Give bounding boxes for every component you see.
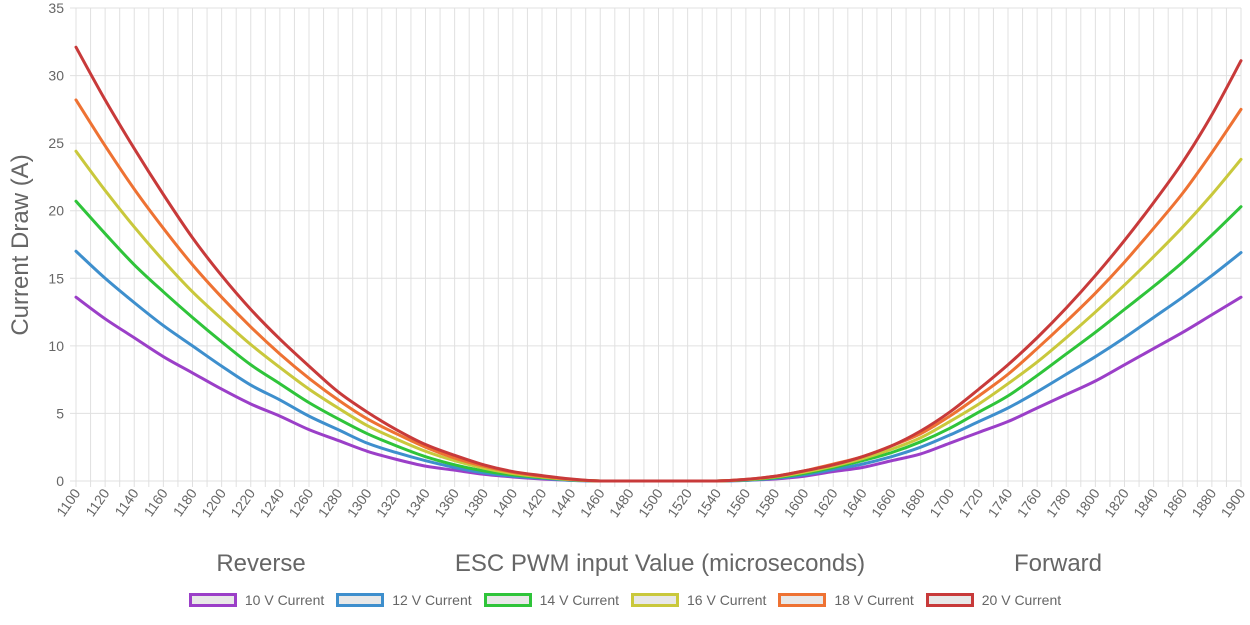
x-tick-label: 1620: [810, 485, 841, 520]
x-tick-label: 1300: [344, 485, 375, 520]
x-tick-label: 1880: [1188, 485, 1219, 520]
y-tick-label: 35: [48, 0, 64, 16]
x-tick-label: 1360: [431, 485, 462, 520]
x-tick-label: 1660: [868, 485, 899, 520]
x-tick-label: 1200: [198, 485, 229, 520]
x-tick-label: 1280: [315, 485, 346, 520]
x-tick-label: 1380: [460, 485, 491, 520]
x-tick-label: 1480: [606, 485, 637, 520]
forward-annotation: Forward: [1014, 550, 1102, 577]
legend-label: 18 V Current: [834, 592, 914, 608]
x-tick-label: 1600: [781, 485, 812, 520]
y-tick-label: 0: [56, 473, 64, 489]
x-tick-label: 1520: [664, 485, 695, 520]
x-tick-label: 1560: [722, 485, 753, 520]
legend-swatch: [188, 593, 237, 607]
x-tick-label: 1820: [1101, 485, 1132, 520]
legend-label: 14 V Current: [539, 592, 619, 608]
legend-swatch: [336, 593, 385, 607]
x-tick-label: 1140: [111, 485, 141, 519]
legend-item[interactable]: 20 V Current: [925, 592, 1062, 608]
y-tick-label: 25: [48, 135, 64, 151]
legend-item[interactable]: 16 V Current: [631, 592, 766, 608]
legend-label: 10 V Current: [244, 592, 325, 608]
x-tick-label: 1500: [635, 485, 666, 520]
legend-item[interactable]: 18 V Current: [778, 592, 914, 608]
y-tick-labels: 0 5 10 15 20 25 30 35: [48, 0, 64, 489]
x-tick-label: 1800: [1072, 485, 1103, 520]
x-tick-label: 1440: [548, 485, 579, 520]
x-tick-label: 1900: [1217, 485, 1248, 520]
x-tick-label: 1120: [82, 485, 112, 519]
legend-label: 20 V Current: [981, 592, 1062, 608]
x-tick-label: 1680: [897, 485, 928, 520]
y-tick-label: 30: [48, 68, 64, 84]
x-tick-label: 1260: [285, 485, 316, 520]
grid: [70, 7, 1242, 487]
x-tick-label: 1720: [955, 485, 986, 520]
y-tick-label: 5: [56, 405, 64, 421]
x-tick-label: 1160: [140, 485, 170, 519]
reverse-annotation: Reverse: [216, 550, 305, 577]
x-tick-label: 1420: [518, 485, 549, 520]
x-tick-label: 1740: [984, 485, 1015, 520]
x-tick-label: 1320: [373, 485, 404, 520]
series-lines: [74, 45, 1243, 483]
x-tick-label: 1460: [577, 485, 608, 520]
legend-item[interactable]: 12 V Current: [336, 592, 472, 608]
x-tick-label: 1400: [489, 485, 520, 520]
x-tick-label: 1780: [1043, 485, 1074, 520]
y-tick-label: 20: [48, 203, 64, 219]
legend-swatch: [925, 593, 974, 607]
legend-item[interactable]: 10 V Current: [188, 592, 325, 608]
x-tick-label: 1860: [1159, 485, 1190, 520]
legend-label: 16 V Current: [687, 592, 767, 608]
x-tick-label: 1240: [256, 485, 287, 520]
x-tick-label: 1760: [1014, 485, 1045, 520]
x-tick-label: 1580: [751, 485, 782, 520]
x-tick-label: 1540: [693, 485, 724, 520]
x-tick-label: 1180: [170, 485, 200, 519]
x-axis-label: ESC PWM input Value (microseconds): [455, 550, 865, 577]
legend-label: 12 V Current: [392, 592, 472, 608]
y-tick-label: 10: [48, 338, 64, 354]
x-tick-label: 1840: [1130, 485, 1161, 520]
legend-swatch: [483, 593, 532, 607]
x-tick-label: 1340: [402, 485, 433, 520]
y-tick-label: 15: [48, 270, 64, 286]
x-tick-labels: 1100112011401160118012001220124012601280…: [53, 485, 1248, 520]
x-tick-label: 1640: [839, 485, 870, 520]
series-line-6: [74, 45, 1243, 483]
legend-item[interactable]: 14 V Current: [483, 592, 619, 608]
x-tick-label: 1100: [53, 485, 83, 519]
x-tick-label: 1700: [926, 485, 957, 520]
x-tick-label: 1220: [227, 485, 258, 520]
legend: 10 V Current 12 V Current 14 V Current 16 V…: [0, 592, 1250, 608]
legend-swatch: [631, 593, 679, 607]
y-axis-label: Current Draw (A): [7, 154, 34, 335]
legend-swatch: [778, 593, 827, 607]
